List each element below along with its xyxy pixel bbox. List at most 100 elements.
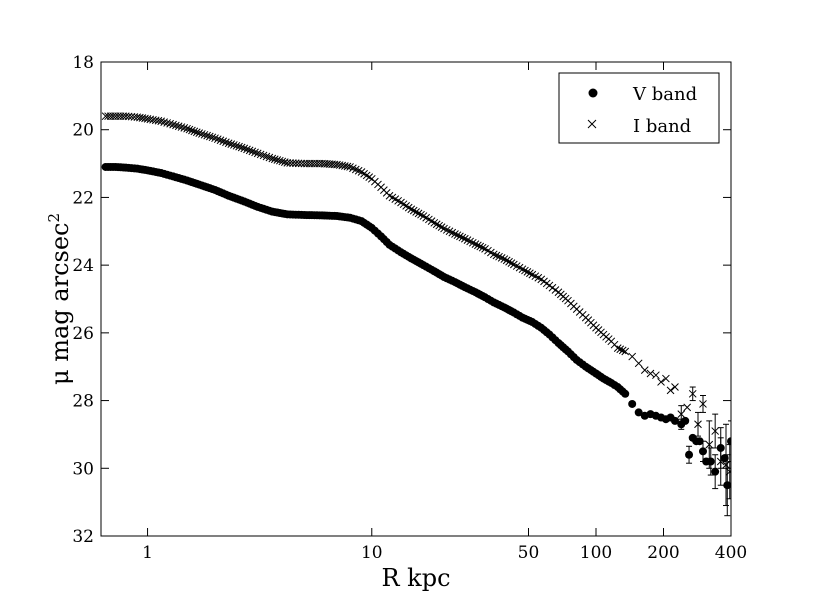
- data-point: [245, 146, 254, 155]
- x-tick-label-2: 50: [518, 543, 540, 563]
- data-point: [157, 117, 166, 126]
- data-point: [681, 416, 690, 425]
- data-point: [476, 242, 485, 251]
- data-point: [237, 143, 246, 152]
- data-point: [618, 346, 627, 355]
- data-point: [283, 159, 292, 167]
- series-i-band: [101, 112, 731, 507]
- data-point: [265, 153, 274, 162]
- data-point: [251, 148, 259, 157]
- data-point: [198, 130, 206, 138]
- data-point: [166, 119, 174, 128]
- data-point: [275, 156, 284, 165]
- data-point: [478, 243, 487, 252]
- data-point: [232, 141, 241, 150]
- data-point: [621, 389, 630, 398]
- data-point: [169, 120, 177, 129]
- data-point: [453, 231, 462, 240]
- data-point: [190, 127, 199, 136]
- data-point: [273, 156, 282, 164]
- data-point: [224, 139, 233, 148]
- data-point: [278, 157, 287, 166]
- data-point: [407, 205, 416, 214]
- data-point: [634, 408, 643, 417]
- data-point: [185, 125, 194, 134]
- data-point: [294, 159, 303, 168]
- data-point: [235, 142, 243, 151]
- data-point: [172, 121, 180, 130]
- data-point: [646, 369, 655, 378]
- data-point: [521, 266, 529, 275]
- data-point: [725, 467, 731, 476]
- data-point: [351, 165, 360, 174]
- y-axis-label-main: μ mag arcsec: [46, 223, 74, 385]
- data-point: [671, 383, 679, 391]
- y-axis-label-superscript: 2: [45, 213, 63, 223]
- data-point: [634, 359, 643, 368]
- series-v-band: [101, 162, 731, 517]
- data-point: [435, 221, 444, 230]
- data-point: [262, 152, 271, 161]
- data-point: [526, 269, 534, 278]
- data-point: [205, 132, 214, 141]
- data-point: [270, 155, 279, 164]
- data-point: [208, 133, 217, 142]
- data-point: [291, 159, 300, 168]
- y-tick-label-7: 32: [72, 527, 94, 547]
- data-point: [497, 254, 506, 262]
- data-point: [507, 259, 516, 267]
- data-point: [688, 389, 697, 398]
- y-tick-label-6: 30: [72, 459, 94, 479]
- data-point: [616, 345, 625, 354]
- data-point: [705, 440, 714, 449]
- x-tick-label-5: 400: [715, 543, 747, 563]
- data-point: [216, 136, 225, 145]
- data-marks: [101, 112, 731, 517]
- plot-frame: [100, 61, 732, 537]
- data-point: [174, 122, 183, 131]
- data-point: [699, 400, 707, 408]
- x-tick-label-1: 10: [361, 543, 383, 563]
- legend-label-i-band: I band: [633, 116, 691, 137]
- data-point: [694, 420, 702, 429]
- data-point: [685, 450, 694, 459]
- data-point: [495, 252, 503, 261]
- data-point: [180, 124, 189, 132]
- data-point: [716, 457, 725, 466]
- data-point: [662, 374, 670, 383]
- data-point: [695, 437, 704, 446]
- x-tick-label-3: 100: [580, 543, 612, 563]
- legend-marker-i-band: [587, 119, 597, 129]
- data-point: [230, 141, 238, 149]
- data-point: [458, 233, 467, 242]
- data-point: [349, 164, 357, 173]
- data-point: [492, 251, 501, 260]
- data-point: [706, 457, 715, 466]
- data-point: [652, 371, 660, 380]
- y-tick-label-2: 22: [72, 188, 94, 208]
- data-point: [219, 137, 228, 146]
- data-point: [163, 119, 171, 127]
- legend-box: [558, 72, 720, 144]
- data-point: [471, 240, 480, 249]
- data-point: [518, 265, 527, 274]
- data-point: [259, 151, 268, 160]
- data-point: [268, 154, 277, 163]
- data-point: [628, 352, 637, 361]
- data-point: [177, 123, 186, 131]
- data-point: [240, 144, 249, 153]
- data-point: [628, 399, 637, 408]
- y-tick-label-3: 24: [72, 256, 94, 276]
- data-point: [451, 230, 459, 238]
- legend: V band I band: [558, 72, 720, 144]
- x-axis-label: R kpc: [381, 564, 450, 592]
- data-point: [188, 126, 196, 135]
- data-point: [430, 218, 439, 227]
- data-point: [213, 135, 222, 144]
- data-point: [243, 145, 251, 154]
- legend-marker-v-band: [588, 88, 598, 98]
- y-tick-label-5: 28: [72, 392, 94, 412]
- data-point: [683, 403, 692, 412]
- y-axis-label: μ mag arcsec2: [45, 213, 74, 385]
- data-point: [505, 257, 513, 266]
